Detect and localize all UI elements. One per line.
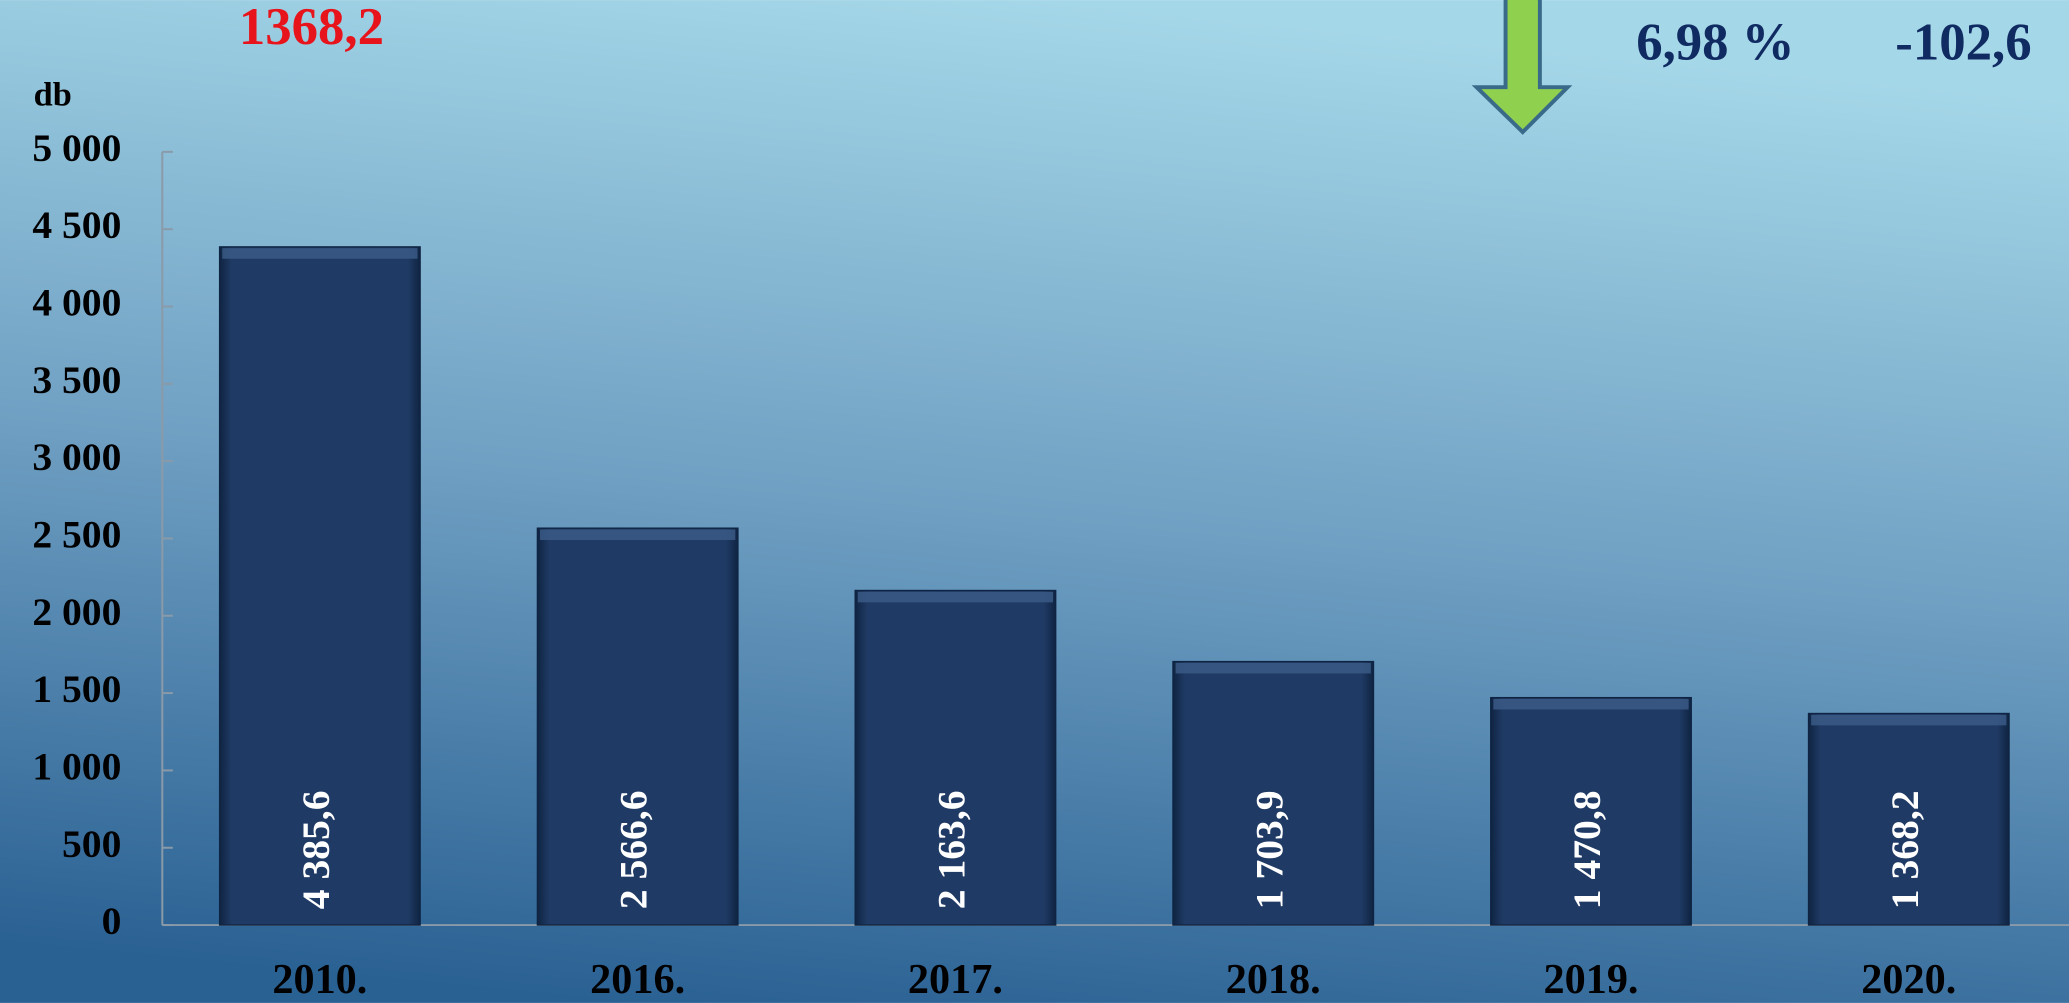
bar	[1172, 660, 1375, 926]
y-tick-label: 3 500	[32, 358, 121, 402]
y-tick-label: 4 000	[32, 281, 121, 325]
bar-bevel	[540, 529, 736, 541]
value-label: 1 703,9	[1247, 790, 1291, 909]
bar	[218, 246, 421, 926]
y-tick-label: 500	[62, 822, 121, 866]
value-label: 4 385,6	[294, 790, 338, 909]
bar	[1490, 696, 1692, 926]
x-tick-label: 2018.	[1226, 956, 1321, 1003]
y-tick-label: 5 000	[32, 126, 121, 170]
x-tick-label: 2017.	[908, 956, 1003, 1003]
x-tick-label: 2019.	[1544, 956, 1639, 1003]
bar	[536, 527, 739, 926]
value-label: 1 470,8	[1565, 790, 1609, 909]
bar-bevel	[1493, 698, 1689, 710]
y-tick-label: 1 000	[32, 744, 121, 788]
y-tick-label: 2 000	[32, 590, 121, 634]
y-tick-label: 4 500	[32, 203, 121, 247]
y-tick-label: 2 500	[32, 513, 121, 557]
annotation: -102,6	[1895, 14, 2031, 72]
x-tick-label: 2010.	[272, 956, 367, 1003]
bar-bevel	[222, 248, 418, 259]
down-arrow	[1471, 0, 1573, 135]
y-axis-label: db	[34, 76, 72, 114]
value-label: 2 163,6	[930, 790, 974, 909]
y-tick-label: 1 500	[32, 667, 121, 711]
bar-bevel	[1175, 662, 1371, 674]
bar	[1807, 712, 2010, 926]
value-label: 2 566,6	[612, 790, 656, 909]
x-tick-label: 2016.	[590, 956, 685, 1003]
bar-bevel	[857, 591, 1054, 603]
y-tick-label: 3 000	[32, 435, 121, 479]
x-tick-label: 2020.	[1861, 956, 1956, 1003]
y-tick-label: 0	[102, 899, 122, 943]
annotation: 6,98 %	[1636, 14, 1794, 72]
annotation: 1368,2	[239, 0, 384, 56]
bar-bevel	[1811, 714, 2007, 726]
bar	[854, 589, 1057, 926]
value-label: 1 368,2	[1883, 790, 1927, 909]
